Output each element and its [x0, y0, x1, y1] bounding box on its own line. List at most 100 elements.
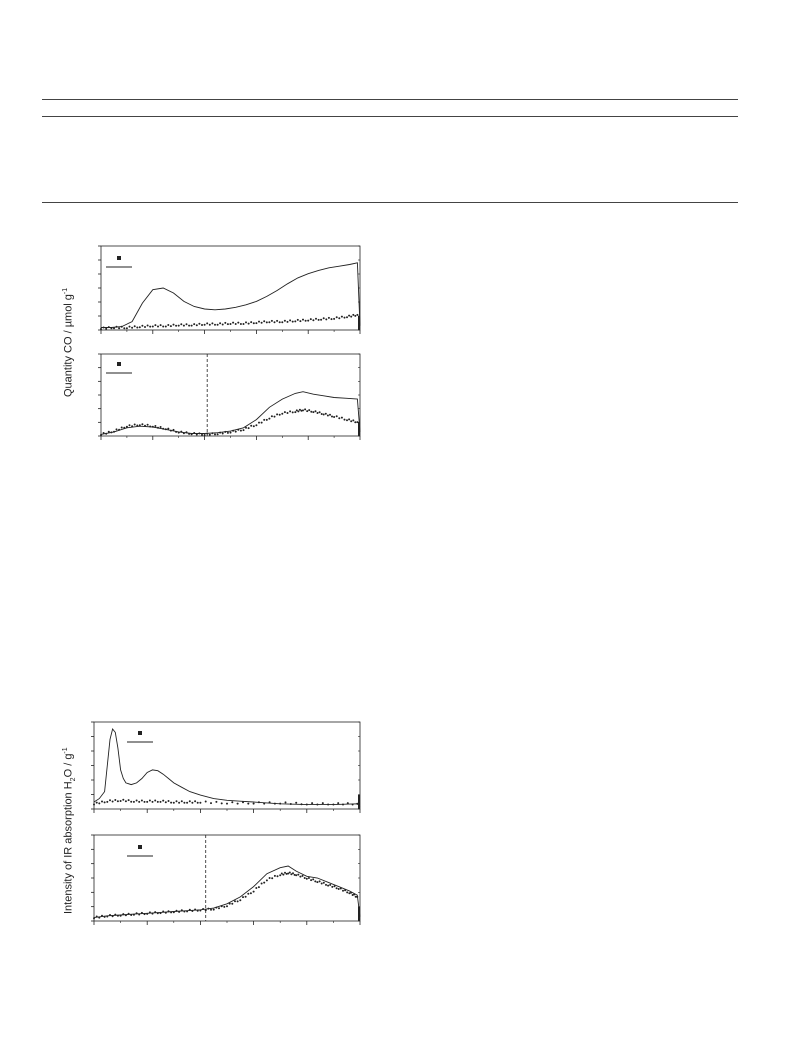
series-point — [258, 421, 260, 424]
series-point — [170, 911, 173, 914]
series-point — [194, 800, 197, 803]
series-point — [353, 893, 356, 896]
series-point — [304, 319, 307, 322]
series-point — [234, 323, 237, 325]
series-point — [340, 416, 343, 419]
series-point — [167, 427, 170, 430]
series-point — [216, 433, 219, 436]
series-point — [278, 321, 281, 324]
series-point — [220, 905, 223, 908]
plot-frame — [100, 245, 361, 331]
series-point — [177, 431, 180, 434]
series-point — [114, 913, 117, 916]
series-point — [102, 432, 105, 434]
series-point — [127, 912, 130, 915]
series-point — [159, 912, 162, 915]
series-point — [106, 800, 109, 803]
series-point — [223, 905, 226, 908]
series-point — [148, 911, 151, 914]
series-point — [322, 317, 325, 320]
series-point — [146, 912, 149, 915]
series-point — [93, 917, 95, 920]
series-point — [164, 428, 167, 431]
series-point — [236, 802, 239, 805]
series-point — [229, 431, 232, 434]
series-point — [110, 431, 113, 434]
series-point — [329, 883, 332, 886]
series-point — [242, 429, 245, 432]
series-point — [293, 873, 296, 876]
series-point — [190, 433, 193, 436]
series-point — [250, 321, 253, 324]
series-point — [300, 409, 303, 412]
series-point — [125, 327, 128, 330]
series-point — [178, 910, 181, 913]
series-point — [306, 410, 309, 413]
series-point — [317, 318, 320, 321]
series-point — [273, 415, 276, 418]
series-point — [237, 428, 240, 431]
series-point — [110, 327, 113, 330]
series-point — [237, 321, 240, 324]
series-point — [352, 419, 355, 422]
series-point — [263, 802, 266, 805]
series-point — [172, 911, 175, 914]
series-point — [342, 889, 344, 892]
series-point — [199, 801, 202, 804]
series-point — [119, 800, 122, 802]
series-point — [270, 319, 273, 322]
series-point — [206, 322, 209, 325]
series-point — [151, 325, 154, 328]
series-point — [148, 799, 151, 802]
series-point — [105, 432, 108, 435]
series-point — [350, 891, 352, 894]
series-point — [280, 872, 283, 875]
series-point — [93, 803, 95, 806]
series-point — [195, 324, 198, 327]
series-point — [289, 803, 292, 805]
series-point — [111, 915, 114, 918]
series-point — [140, 911, 143, 914]
series-point — [132, 913, 135, 916]
series-point — [327, 803, 330, 806]
series-point — [116, 800, 119, 803]
series-point — [239, 323, 242, 325]
series-point — [327, 316, 330, 319]
series-point — [286, 412, 289, 414]
series-point — [335, 316, 338, 319]
series-point — [190, 324, 193, 327]
series-point — [214, 433, 216, 436]
series-point — [284, 871, 286, 874]
series-point — [348, 418, 351, 421]
series-point — [216, 323, 219, 326]
series-point — [203, 434, 206, 436]
series-point — [138, 424, 141, 427]
series-point — [180, 800, 183, 803]
series-point — [191, 801, 194, 804]
series-point — [159, 426, 162, 428]
end-marker — [358, 795, 360, 809]
series-point — [208, 433, 211, 436]
series-point — [295, 874, 298, 877]
series-point — [188, 800, 191, 803]
series-point — [178, 801, 181, 804]
series-point — [331, 885, 334, 888]
series-point — [193, 323, 196, 326]
series-point — [257, 886, 260, 889]
series-point — [133, 325, 136, 328]
series-point — [307, 319, 310, 322]
series-point — [350, 420, 353, 423]
series-point — [107, 430, 110, 433]
series-point — [268, 417, 271, 420]
series-point — [198, 322, 201, 325]
series-point — [115, 325, 118, 328]
series-point — [302, 409, 304, 412]
series-point — [354, 895, 357, 898]
series-point — [239, 429, 242, 432]
series-point — [308, 409, 311, 412]
series-point — [346, 802, 349, 805]
series-point — [186, 801, 189, 804]
series-point — [322, 413, 325, 416]
series-point — [188, 432, 191, 435]
series-point — [286, 320, 289, 323]
